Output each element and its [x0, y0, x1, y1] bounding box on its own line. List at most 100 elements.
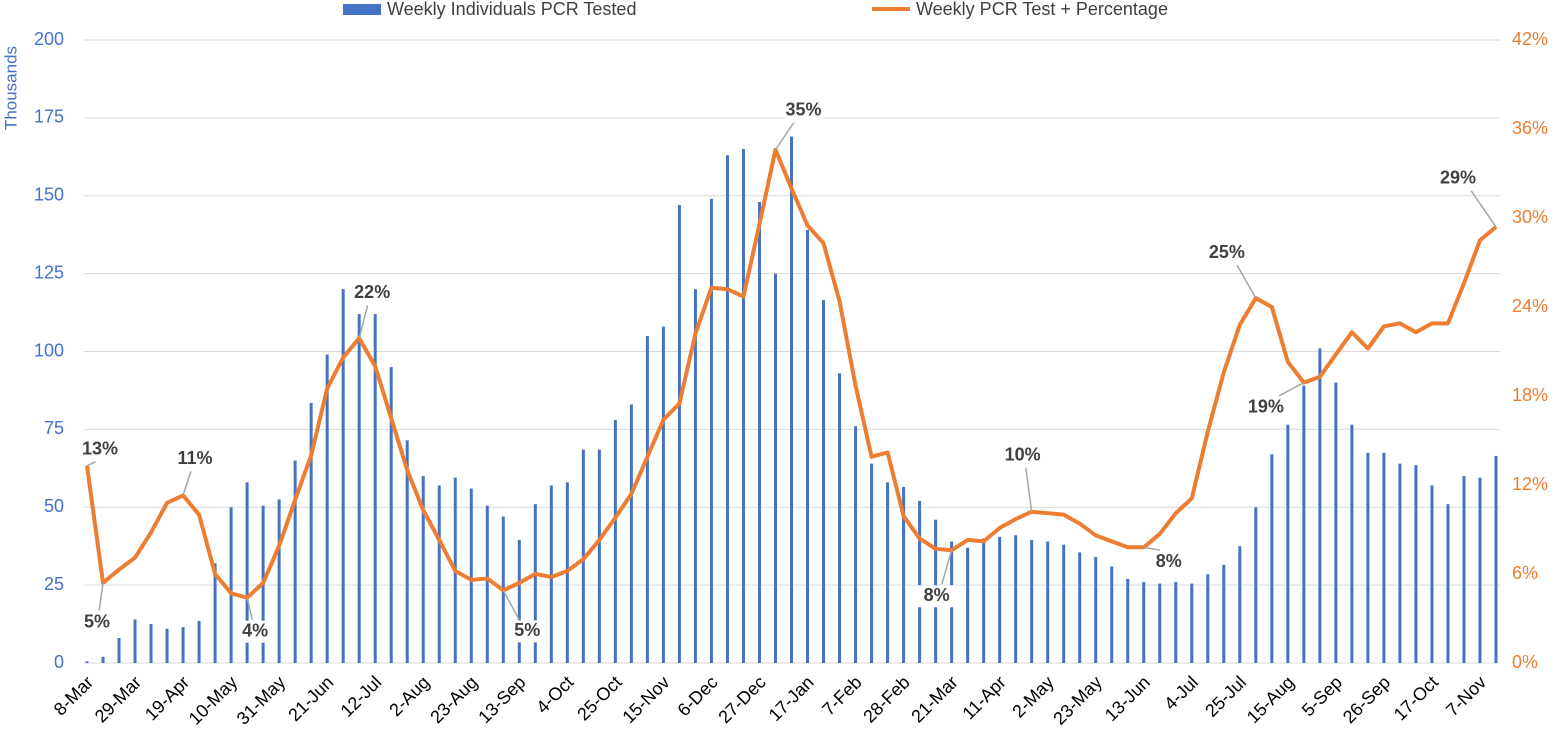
bar: [373, 314, 377, 663]
x-tick-label: 4-Jul: [1160, 672, 1202, 714]
bar: [1334, 382, 1338, 663]
data-label-bg: [917, 585, 956, 608]
data-label: 5%: [514, 620, 540, 640]
bar: [1094, 557, 1098, 663]
data-label-bg: [1207, 242, 1246, 265]
bar: [101, 656, 105, 663]
leader-line: [1025, 467, 1033, 512]
bar: [1398, 463, 1402, 663]
y-tick-label: 50: [44, 496, 64, 516]
legend-label: Weekly Individuals PCR Tested: [387, 0, 636, 19]
bar: [1238, 546, 1242, 663]
bar: [517, 539, 521, 663]
x-tick-label: 17-Jan: [765, 672, 818, 725]
data-label: 11%: [178, 448, 213, 468]
bar: [1142, 582, 1146, 663]
bar: [822, 300, 826, 663]
bar: [149, 624, 153, 663]
bar: [1126, 578, 1130, 663]
x-tick-label: 11-Apr: [958, 672, 1009, 723]
x-tick-label: 21-Jun: [284, 672, 337, 725]
y-tick-label: 150: [34, 185, 64, 205]
bar: [757, 201, 761, 664]
data-label: 29%: [1440, 168, 1476, 188]
bar: [309, 402, 313, 663]
data-label-bg: [784, 99, 823, 122]
bar: [790, 136, 793, 663]
x-tick-label: 10-May: [185, 672, 242, 729]
data-label: 25%: [1209, 242, 1245, 262]
bar: [1462, 476, 1466, 663]
bar: [693, 289, 697, 663]
bar: [741, 149, 745, 663]
bar: [1062, 544, 1066, 663]
leader-line: [1278, 381, 1305, 397]
data-label-bg: [78, 611, 117, 634]
y2-tick-label: 18%: [1512, 385, 1548, 405]
bar: [181, 627, 185, 663]
legend-swatch: [343, 4, 381, 15]
bar: [533, 504, 537, 663]
bar: [1446, 504, 1450, 663]
bar: [1190, 583, 1194, 663]
leader-line: [246, 597, 254, 620]
leader-line: [86, 461, 96, 467]
leader-line: [358, 304, 369, 339]
bar: [1366, 452, 1370, 663]
bar: [1078, 552, 1082, 663]
bar: [1286, 424, 1290, 663]
bar: [806, 230, 810, 663]
bar: [485, 505, 489, 663]
data-label-bg: [353, 282, 392, 305]
x-tick-label: 21-Mar: [907, 672, 961, 726]
leader-line: [774, 122, 795, 151]
bar: [886, 482, 890, 663]
x-tick-label: 23-Aug: [426, 672, 481, 727]
leader-line: [1236, 264, 1257, 299]
bar: [1174, 582, 1178, 663]
y-tick-label: 100: [34, 340, 64, 360]
bar: [1430, 485, 1434, 663]
bar: [709, 198, 713, 664]
bar: [902, 487, 906, 663]
bar: [85, 661, 89, 663]
bar: [165, 628, 169, 663]
bar: [1254, 507, 1258, 663]
y-tick-label: 125: [34, 262, 64, 282]
data-label-bg: [236, 620, 275, 643]
bar: [133, 619, 137, 663]
x-tick-label: 25-Oct: [573, 672, 625, 724]
bar: [1302, 385, 1306, 663]
data-label: 13%: [82, 438, 118, 458]
bar: [117, 638, 121, 663]
y2-tick-label: 6%: [1512, 563, 1538, 583]
data-label-bg: [508, 620, 547, 643]
bar: [549, 485, 553, 663]
bar: [357, 314, 361, 663]
y-tick-label: 25: [44, 574, 64, 594]
bar: [1270, 454, 1274, 663]
y2-tick-label: 0%: [1512, 652, 1538, 672]
bar: [277, 499, 281, 663]
data-label: 10%: [1005, 444, 1041, 464]
leader-line: [1470, 190, 1497, 228]
data-label-bg: [1246, 396, 1285, 419]
legend-label: Weekly PCR Test + Percentage: [916, 0, 1168, 19]
bar: [325, 354, 329, 663]
bar: [421, 476, 425, 663]
data-label: 22%: [354, 282, 390, 302]
data-label: 19%: [1248, 396, 1284, 416]
y-axis-label: Thousands: [1, 46, 20, 130]
x-tick-label: 13-Jun: [1101, 672, 1154, 725]
bar: [661, 326, 665, 663]
bar: [613, 420, 617, 663]
data-label-bg: [1003, 444, 1042, 467]
line: [85, 147, 1498, 600]
x-tick-label: 12-Jul: [337, 672, 386, 721]
y2-tick-label: 42%: [1512, 29, 1548, 49]
bar: [773, 273, 777, 663]
bar: [1158, 583, 1162, 663]
bar: [245, 482, 249, 663]
leader-line: [1143, 546, 1161, 552]
bar: [1014, 535, 1018, 663]
